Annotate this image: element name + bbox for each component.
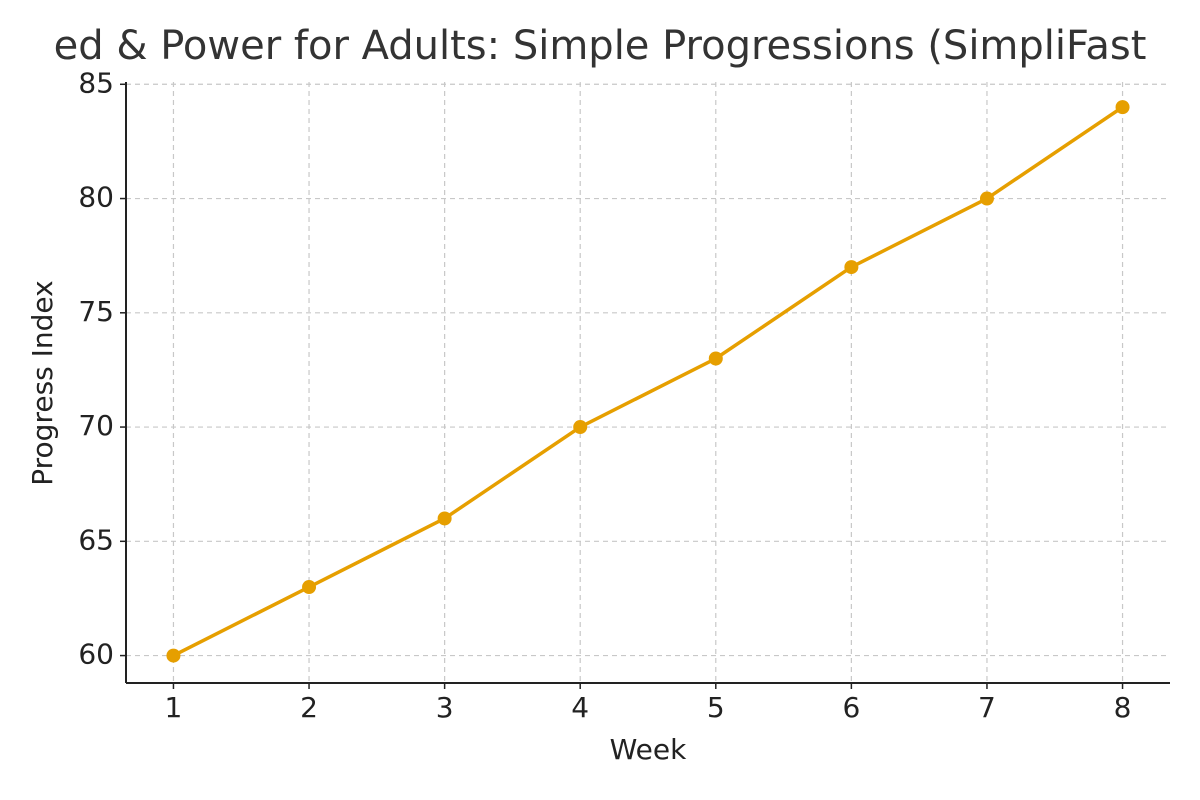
y-tick-label: 85 (78, 66, 114, 99)
y-tick-label: 75 (78, 295, 114, 328)
x-tick-label: 2 (300, 691, 318, 724)
point (302, 580, 317, 595)
x-tick-label: 7 (978, 691, 996, 724)
point (844, 260, 859, 275)
y-tick-label: 65 (78, 523, 114, 556)
x-tick-label: 4 (571, 691, 589, 724)
x-tick-label: 3 (436, 691, 454, 724)
point (437, 511, 452, 526)
x-tick-label: 6 (842, 691, 860, 724)
point (166, 648, 181, 663)
x-tick-label: 5 (707, 691, 725, 724)
y-axis-label: Progress Index (26, 280, 59, 485)
x-axis-label: Week (610, 733, 687, 766)
point (1115, 100, 1130, 115)
x-tick-label: 1 (165, 691, 183, 724)
point (573, 420, 588, 435)
y-tick-label: 70 (78, 409, 114, 442)
point (979, 191, 994, 206)
chart-title: ed & Power for Adults: Simple Progressio… (54, 23, 1147, 69)
point (708, 351, 723, 366)
line (172, 105, 1124, 658)
y-tick-label: 80 (78, 181, 114, 214)
x-tick-label: 8 (1114, 691, 1132, 724)
y-tick-label: 60 (78, 638, 114, 671)
